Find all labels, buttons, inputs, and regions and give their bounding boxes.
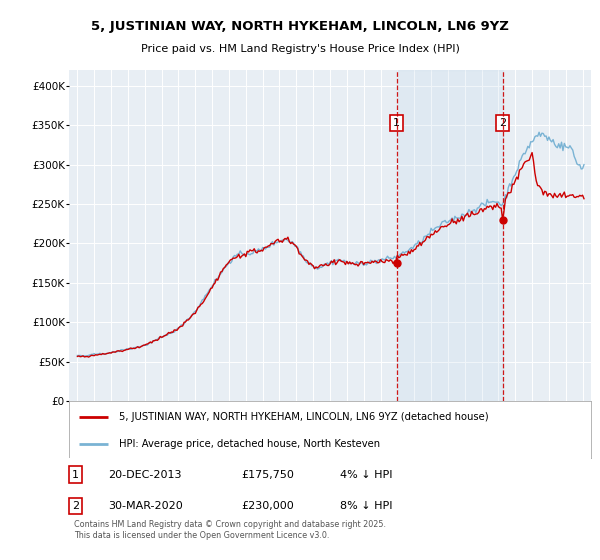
Text: 20-DEC-2013: 20-DEC-2013 bbox=[108, 470, 182, 479]
Text: Price paid vs. HM Land Registry's House Price Index (HPI): Price paid vs. HM Land Registry's House … bbox=[140, 44, 460, 54]
Text: 1: 1 bbox=[72, 470, 79, 479]
Bar bbox=[397, 70, 503, 401]
Text: 5, JUSTINIAN WAY, NORTH HYKEHAM, LINCOLN, LN6 9YZ (detached house): 5, JUSTINIAN WAY, NORTH HYKEHAM, LINCOLN… bbox=[119, 412, 488, 422]
Text: £230,000: £230,000 bbox=[241, 501, 294, 511]
Text: Contains HM Land Registry data © Crown copyright and database right 2025.
This d: Contains HM Land Registry data © Crown c… bbox=[74, 520, 386, 540]
Text: £175,750: £175,750 bbox=[241, 470, 294, 479]
Text: 8% ↓ HPI: 8% ↓ HPI bbox=[340, 501, 393, 511]
Text: 1: 1 bbox=[393, 118, 400, 128]
Text: 4% ↓ HPI: 4% ↓ HPI bbox=[340, 470, 393, 479]
Text: 5, JUSTINIAN WAY, NORTH HYKEHAM, LINCOLN, LN6 9YZ: 5, JUSTINIAN WAY, NORTH HYKEHAM, LINCOLN… bbox=[91, 20, 509, 32]
Text: 2: 2 bbox=[499, 118, 506, 128]
Text: 30-MAR-2020: 30-MAR-2020 bbox=[108, 501, 183, 511]
Text: HPI: Average price, detached house, North Kesteven: HPI: Average price, detached house, Nort… bbox=[119, 439, 380, 449]
Text: 2: 2 bbox=[72, 501, 79, 511]
